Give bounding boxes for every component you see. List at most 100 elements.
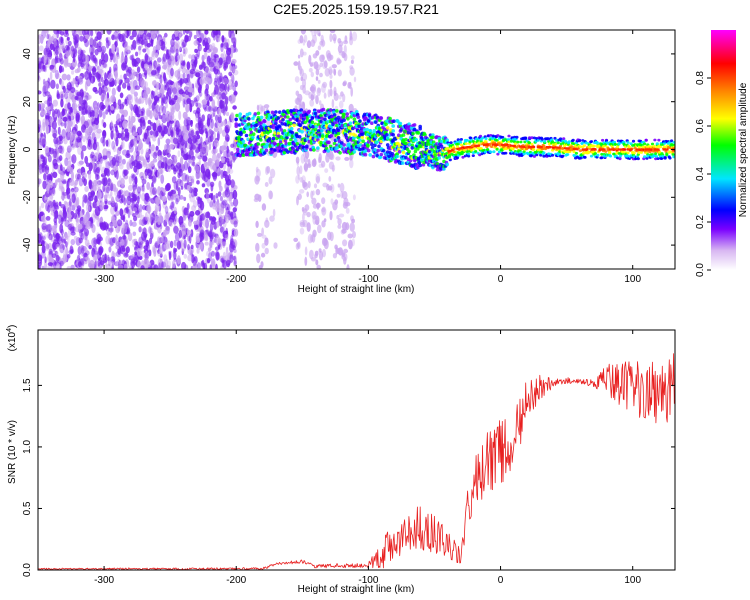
spectrogram-noise-cell <box>222 77 229 85</box>
spectrogram-noise-cell <box>73 36 78 46</box>
spectrogram-noise-cell <box>62 166 66 174</box>
spectrogram-noise-cell <box>205 218 209 229</box>
spectrogram-ridge-cell <box>385 136 390 140</box>
spectrogram-noise-cell <box>223 42 229 50</box>
spectrogram-noise-cell <box>108 237 111 245</box>
spectrogram-noise-cell <box>63 85 66 94</box>
spectrogram-noise-cell <box>196 262 201 269</box>
spectrogram-noise-cell <box>190 244 194 250</box>
spectrogram-noise-cell <box>255 242 260 253</box>
spectrogram-noise-cell <box>349 65 354 70</box>
spectrogram-noise-cell <box>139 77 145 87</box>
spectrogram-noise-cell <box>307 158 311 167</box>
spectrogram-noise-cell <box>334 244 338 250</box>
spectrogram-noise-cell <box>335 156 341 161</box>
spectrogram-noise-cell <box>139 240 144 250</box>
spectrogram-noise-cell <box>229 159 233 165</box>
spectrogram-ridge-cell <box>439 139 444 144</box>
spectrogram-noise-cell <box>57 126 61 135</box>
spectrogram-noise-cell <box>106 231 112 236</box>
spectrogram-noise-cell <box>101 45 107 54</box>
spectrogram-noise-cell <box>150 232 154 240</box>
spectrogram-noise-cell <box>113 252 117 258</box>
spectrogram-noise-cell <box>95 131 101 139</box>
spectrogram-noise-cell <box>171 157 175 167</box>
spectrogram-noise-cell <box>174 124 178 131</box>
spectrogram-noise-cell <box>311 92 316 100</box>
spectrogram-noise-cell <box>51 120 57 130</box>
spectrogram-noise-cell <box>145 148 150 158</box>
spectrogram-noise-cell <box>201 259 205 266</box>
spectrogram-noise-cell <box>310 234 314 243</box>
spectrogram-noise-cell <box>146 48 150 56</box>
spectrogram-noise-cell <box>302 209 307 214</box>
spectrogram-noise-cell <box>126 195 132 206</box>
spectrogram-noise-cell <box>110 52 114 61</box>
spectrogram-noise-cell <box>43 55 47 64</box>
spectrogram-noise-cell <box>52 171 58 178</box>
spectrogram-noise-cell <box>174 95 178 101</box>
spectrogram-noise-cell <box>38 90 42 95</box>
spectrogram-noise-cell <box>89 154 93 159</box>
spectrogram-noise-cell <box>141 186 146 193</box>
spectrogram-noise-cell <box>315 76 319 81</box>
spectrogram-noise-cell <box>133 137 138 148</box>
spectrogram-noise-cell <box>72 129 76 139</box>
spectrogram-noise-cell <box>129 35 134 40</box>
spectrogram-noise-cell <box>84 195 88 204</box>
spectrogram-noise-cell <box>97 82 103 87</box>
spectrogram-noise-cell <box>220 43 224 48</box>
spectrogram-noise-cell <box>163 214 169 221</box>
spectrogram-noise-cell <box>337 38 342 44</box>
spectrogram-ridge-cell <box>255 145 259 149</box>
spectrogram-noise-cell <box>67 40 72 47</box>
spectrogram-noise-cell <box>63 136 68 145</box>
spectrogram-ridge-cell <box>464 142 468 146</box>
spectrogram-noise-cell <box>168 112 175 121</box>
spectrogram-ridge-cell <box>398 121 403 126</box>
spectrogram-noise-cell <box>169 240 174 249</box>
spectrogram-noise-cell <box>95 173 99 181</box>
spectrogram-noise-cell <box>39 239 45 245</box>
spectrogram-noise-cell <box>38 232 43 241</box>
spectrogram-noise-cell <box>232 189 238 200</box>
spectrogram-noise-cell <box>349 30 353 41</box>
spectrogram-noise-cell <box>299 220 305 226</box>
spectrogram-noise-cell <box>329 33 333 43</box>
spectrogram-ridge-cell <box>244 133 249 138</box>
spectrogram-noise-cell <box>297 93 303 103</box>
spectrogram-ridge-cell <box>327 140 331 145</box>
spectrogram-noise-cell <box>173 206 177 215</box>
spectrogram-noise-cell <box>172 260 176 268</box>
spectrogram-ridge-cell <box>310 116 315 120</box>
spectrogram-noise-cell <box>79 50 84 57</box>
spectrogram-noise-cell <box>130 69 136 80</box>
spectrogram-noise-cell <box>190 144 197 150</box>
spectrogram-noise-cell <box>141 107 146 117</box>
spectrogram-noise-cell <box>157 170 161 179</box>
spectrogram-noise-cell <box>66 187 71 195</box>
spectrogram-ridge-cell <box>418 126 423 131</box>
spectrogram-noise-cell <box>70 87 76 93</box>
spectrogram-noise-cell <box>332 68 336 74</box>
spectrogram-noise-cell <box>176 162 182 169</box>
spectrogram-ridge-cell <box>489 150 493 154</box>
spectrogram-noise-cell <box>103 78 109 86</box>
spectrogram-noise-cell <box>92 54 96 62</box>
spectrogram-noise-cell <box>117 84 121 93</box>
spectrogram-noise-cell <box>50 79 56 90</box>
spectrogram-noise-cell <box>189 234 192 244</box>
spectrogram-noise-cell <box>77 261 82 267</box>
spectrogram-noise-cell <box>209 201 214 208</box>
spectrogram-noise-cell <box>84 70 90 81</box>
spectrogram-ridge-cell <box>292 123 296 128</box>
spectrogram-noise-cell <box>255 220 259 228</box>
spectrogram-noise-cell <box>156 30 160 35</box>
spectrogram-noise-cell <box>345 202 351 207</box>
spectrogram-noise-cell <box>295 156 300 164</box>
spectrogram-noise-cell <box>207 160 211 166</box>
spectrogram-noise-cell <box>314 250 319 256</box>
spectrogram-noise-cell <box>79 35 84 42</box>
spectrogram-ridge-cell <box>445 162 450 167</box>
